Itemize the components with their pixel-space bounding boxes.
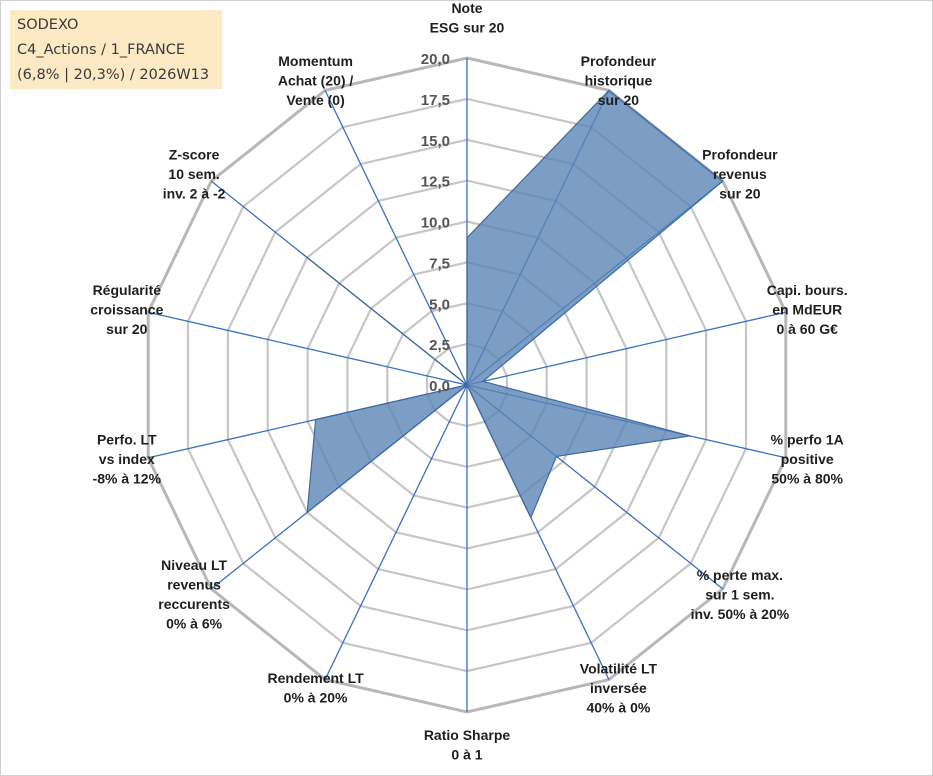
tick-label: 10,0 bbox=[421, 215, 450, 232]
tick-label: 17,5 bbox=[421, 92, 450, 109]
axis-label-line: Note bbox=[451, 0, 482, 16]
company-name: SODEXO bbox=[17, 17, 79, 33]
axis-labels: Note ESG sur 20 Profondeur historique sur 20… bbox=[90, 0, 847, 763]
axis-label-line: Ratio Sharpe bbox=[424, 727, 511, 743]
data-series bbox=[300, 89, 724, 520]
axis-label-line: Vente (0) bbox=[286, 92, 344, 108]
axis-label-line: reccurents bbox=[158, 596, 230, 612]
axis-label: Rendement LT 0% à 20% bbox=[267, 670, 364, 706]
axis-spoke bbox=[324, 384, 468, 680]
axis-label: Z-score 10 sem. inv. 2 à -2 bbox=[163, 147, 226, 202]
axis-label: Profondeur historique sur 20 bbox=[581, 53, 657, 108]
axis-label-line: sur 1 sem. bbox=[705, 586, 774, 602]
chart-title-box: SODEXO C4_Actions / 1_FRANCE (6,8% | 20,… bbox=[10, 10, 222, 89]
axis-label: Régularité croissance sur 20 bbox=[90, 282, 163, 337]
axis-label-line: 0% à 6% bbox=[166, 616, 223, 632]
axis-label-line: sur 20 bbox=[598, 92, 639, 108]
axis-label: Ratio Sharpe 0 à 1 bbox=[424, 727, 511, 763]
axis-label-line: 0% à 20% bbox=[284, 690, 348, 706]
axis-label-line: 0 à 60 G€ bbox=[776, 321, 838, 337]
portfolio-label: C4_Actions / 1_FRANCE bbox=[17, 42, 186, 58]
axis-label-line: Perfo. LT bbox=[97, 432, 157, 448]
axis-label: Perfo. LT vs index -8% à 12% bbox=[93, 432, 162, 487]
axis-label-line: % perfo 1A bbox=[771, 432, 844, 448]
axis-label-line: positive bbox=[781, 451, 834, 467]
axis-label: % perte max. sur 1 sem. inv. 50% à 20% bbox=[691, 567, 790, 622]
axis-label: Niveau LT revenus reccurents 0% à 6% bbox=[158, 557, 230, 632]
axis-spoke bbox=[148, 311, 468, 386]
axis-label-line: inversée bbox=[590, 680, 647, 696]
tick-label: 0,0 bbox=[429, 378, 450, 395]
axis-label-line: Profondeur bbox=[702, 147, 778, 163]
axis-label-line: inv. 2 à -2 bbox=[163, 186, 226, 202]
axis-spoke bbox=[466, 311, 786, 386]
axis-label-line: sur 20 bbox=[719, 186, 760, 202]
axis-label-line: inv. 50% à 20% bbox=[691, 606, 790, 622]
axis-label-line: historique bbox=[585, 73, 653, 89]
axis-label-line: revenus bbox=[713, 166, 767, 182]
axis-label-line: Régularité bbox=[93, 282, 162, 298]
axis-label-line: Rendement LT bbox=[267, 670, 364, 686]
axis-label-line: revenus bbox=[167, 577, 221, 593]
axis-label-line: 10 sem. bbox=[168, 166, 219, 182]
axis-label-line: sur 20 bbox=[106, 321, 147, 337]
axis-label-line: Momentum bbox=[278, 53, 353, 69]
axis-label: Note ESG sur 20 bbox=[430, 0, 505, 36]
tick-label: 2,5 bbox=[429, 337, 450, 354]
tick-label: 12,5 bbox=[421, 174, 450, 191]
axis-label: Profondeur revenus sur 20 bbox=[702, 147, 778, 202]
axis-label-line: croissance bbox=[90, 301, 163, 317]
axis-label-line: Volatilité LT bbox=[580, 660, 658, 676]
axis-label-line: Profondeur bbox=[581, 53, 657, 69]
axis-spoke bbox=[324, 90, 468, 386]
tick-label: 5,0 bbox=[429, 296, 450, 313]
tick-label: 15,0 bbox=[421, 133, 450, 150]
axis-label-line: 0 à 1 bbox=[451, 747, 482, 763]
chart-subtitle: (6,8% | 20,3%) / 2026W13 bbox=[17, 67, 210, 83]
series-area bbox=[300, 89, 724, 520]
tick-label: 7,5 bbox=[429, 255, 450, 272]
axis-label-line: -8% à 12% bbox=[93, 471, 162, 487]
tick-label: 20,0 bbox=[421, 51, 450, 68]
axis-label-line: 50% à 80% bbox=[771, 471, 843, 487]
tick-labels: 0,0 2,5 5,0 7,5 10,0 12,5 15,0 17,5 20,0 bbox=[421, 51, 450, 395]
axis-label-line: Capi. bours. bbox=[767, 282, 848, 298]
axis-label: Volatilité LT inversée 40% à 0% bbox=[580, 660, 658, 715]
axis-label: Capi. bours. en MdEUR 0 à 60 G€ bbox=[767, 282, 848, 337]
axis-label-line: Z-score bbox=[169, 147, 220, 163]
axis-label: % perfo 1A positive 50% à 80% bbox=[771, 432, 844, 487]
axis-label-line: Niveau LT bbox=[161, 557, 227, 573]
axis-label-line: ESG sur 20 bbox=[430, 20, 505, 36]
axis-label-line: % perte max. bbox=[697, 567, 783, 583]
axis-label-line: Achat (20) / bbox=[278, 73, 354, 89]
axis-label-line: en MdEUR bbox=[772, 301, 842, 317]
axis-label: Momentum Achat (20) / Vente (0) bbox=[278, 53, 354, 108]
axis-label-line: 40% à 0% bbox=[586, 699, 650, 715]
axis-label-line: vs index bbox=[99, 451, 155, 467]
